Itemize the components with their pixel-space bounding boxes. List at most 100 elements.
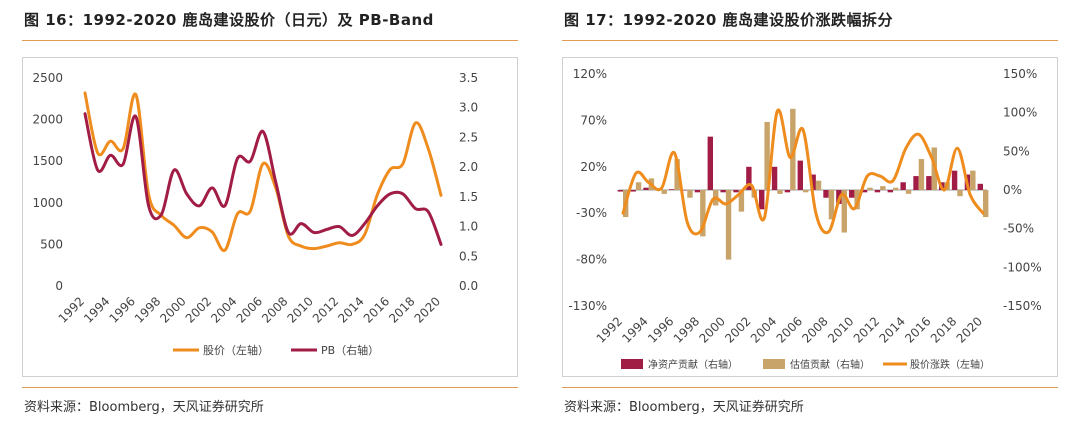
x-tick-label: 1998 (671, 314, 702, 345)
x-tick-label: 1996 (645, 314, 676, 345)
price-point (388, 168, 392, 171)
valuation-bar (661, 190, 667, 194)
pb-point (363, 222, 366, 225)
y-right-tick-label: -100% (1003, 260, 1042, 274)
net-asset-bar (926, 176, 932, 190)
price-change-point (788, 156, 792, 159)
price-change-point (673, 151, 676, 155)
valuation-bar (777, 190, 783, 194)
net-asset-bar (900, 182, 906, 190)
x-tick-label: 2020 (954, 314, 985, 345)
pb-point (249, 160, 252, 163)
price-point (401, 162, 405, 165)
legend-swatch (763, 359, 785, 369)
figure-17-title: 图 17：1992-2020 鹿岛建设股价涨跌幅拆分 (564, 11, 894, 29)
x-tick-label: 2004 (748, 314, 779, 345)
pb-point (121, 162, 125, 166)
x-tick-label: 2002 (183, 294, 214, 325)
price-change-point (621, 212, 625, 215)
y-left-tick-label: -30% (576, 206, 607, 220)
x-tick-label: 2000 (696, 314, 727, 345)
price-change-point (750, 184, 753, 187)
net-asset-bar (810, 174, 816, 190)
price-point (312, 247, 316, 250)
y-right-tick-label: 0.0 (459, 279, 478, 293)
price-change-point (840, 193, 843, 196)
price-change-point (698, 230, 702, 233)
price-change-point (956, 147, 959, 150)
y-left-tick-label: -80% (576, 253, 607, 267)
y-right-tick-label: -50% (1003, 222, 1034, 236)
valuation-bar (957, 190, 963, 197)
price-point (236, 212, 239, 215)
valuation-bar (905, 190, 912, 194)
figure-16-chart: 0 500 1000 1500 2000 2500 0.0 0.5 1.0 1.5 2.0 2.5 3.… (32, 71, 478, 357)
price-change-point (776, 109, 779, 113)
valuation-bar (828, 190, 835, 220)
price-point (427, 147, 430, 150)
price-point (299, 244, 303, 248)
price-change-point (853, 207, 856, 210)
figure-16-chart-frame: 0 500 1000 1500 2000 2500 0.0 0.5 1.0 1.5 2.0 2.5 3.… (22, 57, 518, 377)
pb-point (147, 204, 150, 207)
valuation-bar (635, 182, 642, 190)
x-tick-label: 1996 (106, 294, 137, 325)
pb-point (299, 222, 303, 225)
y-right-tick-label: 1.0 (459, 220, 478, 234)
x-tick-label: 1998 (132, 294, 163, 325)
pb-point (261, 130, 265, 133)
x-tick-label: 2000 (157, 294, 188, 325)
price-point (134, 93, 138, 96)
pb-point (439, 243, 443, 246)
price-point (210, 230, 214, 234)
x-tick-label: 2010 (825, 314, 856, 345)
pb-point (198, 204, 201, 207)
price-point (223, 249, 227, 252)
price-point (109, 140, 112, 143)
net-asset-bar (746, 166, 752, 190)
y-left-tick-label: 120% (573, 67, 607, 81)
y-left-tick-label: 1000 (32, 196, 63, 210)
y-left-tick-label: 2500 (32, 71, 63, 85)
valuation-bar (764, 121, 770, 190)
pb-point (350, 234, 354, 237)
valuation-bar (803, 190, 809, 193)
price-point (121, 147, 125, 150)
price-point (198, 226, 201, 229)
valuation-bar (867, 187, 873, 190)
x-tick-label: 2004 (208, 294, 239, 325)
valuation-bar (674, 159, 680, 190)
figure-16-panel: 图 16：1992-2020 鹿岛建设股价（日元）及 PB-Band 0 500 1… (22, 11, 518, 415)
valuation-bar (970, 170, 976, 190)
pb-point (172, 168, 176, 172)
price-point (261, 162, 265, 165)
x-tick-label: 2016 (361, 294, 392, 325)
price-change-point (968, 193, 972, 196)
price-change-point (891, 179, 895, 182)
y-left-tick-label: 2000 (32, 113, 63, 127)
pb-point (287, 231, 290, 234)
y-right-tick-label: 3.0 (459, 101, 478, 115)
legend-label: 股价涨跌（左轴） (910, 358, 990, 371)
y-left-tick-label: 1500 (32, 154, 63, 168)
valuation-bar (880, 186, 886, 190)
price-change-point (866, 174, 869, 178)
net-asset-bar (681, 190, 688, 191)
price-point (185, 236, 188, 239)
net-asset-bar (694, 190, 701, 193)
valuation-bar (918, 159, 925, 190)
price-change-point (981, 212, 985, 215)
net-asset-bar (874, 190, 881, 193)
net-asset-bar (784, 190, 791, 193)
price-point (249, 209, 252, 213)
net-asset-bar (720, 190, 726, 193)
figure-17-source: 资料来源：Bloomberg，天风证券研究所 (564, 400, 804, 415)
price-point (376, 193, 379, 196)
y-right-tick-label: -150% (1003, 299, 1042, 313)
y-left-tick-label: 0 (55, 279, 63, 293)
net-asset-bar (951, 170, 958, 190)
figure-17-chart-frame: 120% 70% 20% -30% -80% -130% 150% 100% 50% 0% -50%… (562, 57, 1058, 377)
y-left-tick-label: 70% (580, 113, 607, 127)
price-change-point (763, 216, 766, 220)
x-tick-label: 1994 (619, 314, 650, 345)
